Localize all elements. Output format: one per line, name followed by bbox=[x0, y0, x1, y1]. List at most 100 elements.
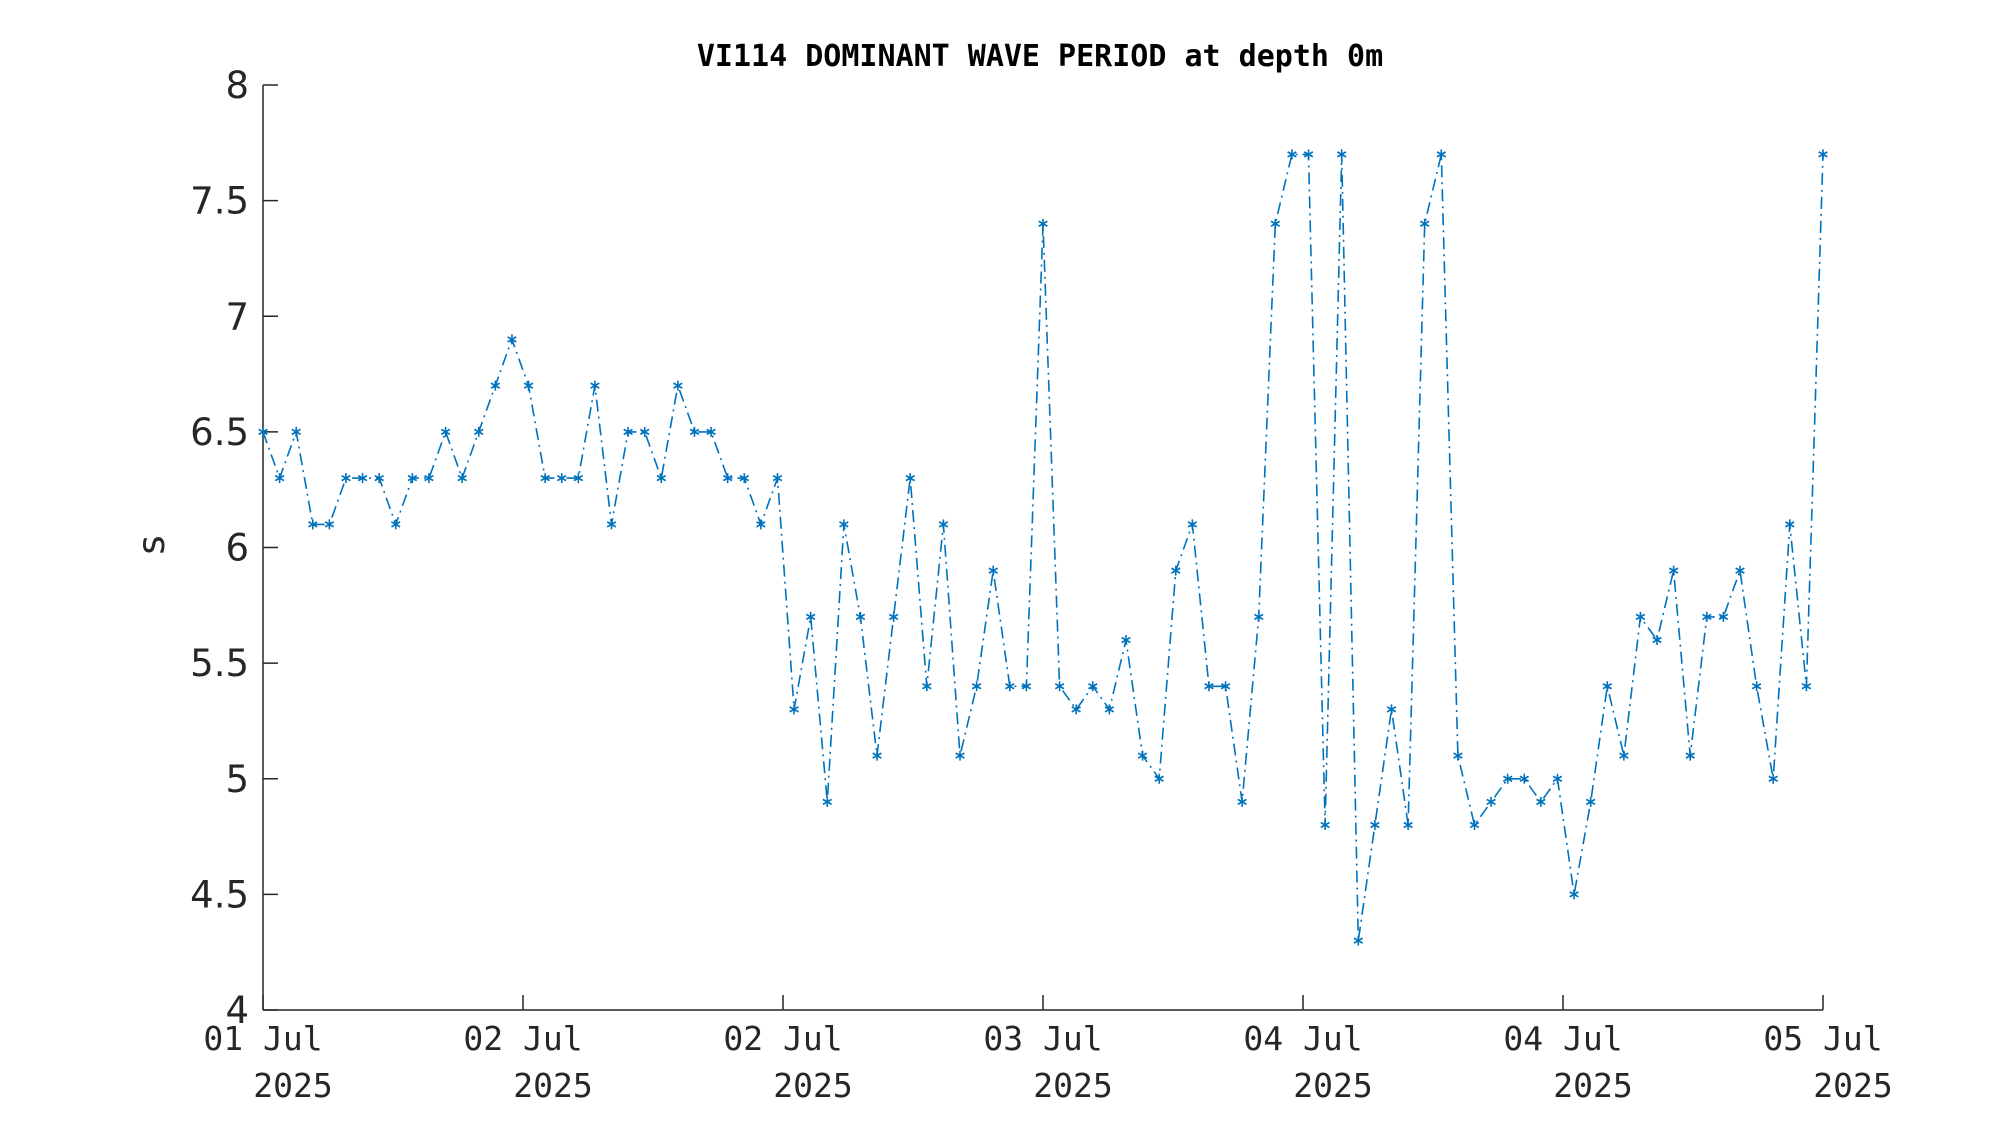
asterisk-stroke bbox=[988, 567, 998, 574]
asterisk-stroke bbox=[706, 428, 716, 436]
data-point-marker bbox=[955, 750, 965, 761]
asterisk-stroke bbox=[1287, 151, 1297, 158]
x-tick-label-day: 02 Jul bbox=[463, 1019, 582, 1058]
y-ticks: 4 4.5 5 5.5 6 6.5 7 7.5 8 bbox=[190, 64, 278, 1032]
asterisk-stroke bbox=[1552, 775, 1563, 782]
asterisk-stroke bbox=[971, 683, 982, 690]
x-tick-label-year: 2025 bbox=[1033, 1066, 1112, 1105]
asterisk-stroke bbox=[341, 474, 351, 482]
chart-title: VI114 DOMINANT WAVE PERIOD at depth 0m bbox=[697, 39, 1383, 74]
asterisk-stroke bbox=[1038, 220, 1048, 227]
data-point-marker bbox=[1137, 750, 1148, 761]
data-point-marker bbox=[1154, 773, 1164, 784]
asterisk-stroke bbox=[1237, 798, 1247, 806]
data-point-marker bbox=[888, 611, 899, 622]
asterisk-stroke bbox=[756, 521, 766, 528]
data-point-marker bbox=[656, 473, 667, 484]
data-point-marker bbox=[540, 473, 550, 484]
data-point-marker bbox=[490, 380, 501, 391]
x-tick-label-year: 2025 bbox=[513, 1066, 592, 1105]
data-point-marker bbox=[1403, 820, 1413, 830]
data-point-marker bbox=[1751, 681, 1762, 692]
asterisk-stroke bbox=[1685, 752, 1695, 759]
x-tick-label-day: 02 Jul bbox=[723, 1019, 842, 1058]
asterisk-stroke bbox=[1386, 706, 1397, 713]
data-point-marker bbox=[374, 473, 384, 484]
data-point-marker bbox=[639, 426, 650, 437]
data-point-marker bbox=[1204, 681, 1214, 692]
asterisk-stroke bbox=[1702, 613, 1712, 621]
data-point-marker bbox=[324, 519, 335, 530]
data-point-marker bbox=[1270, 218, 1281, 229]
x-ticks: 01 Jul 2025 02 Jul 2025 02 Jul 2025 03 Jul 2025… bbox=[203, 995, 1893, 1105]
data-point-marker bbox=[822, 796, 833, 807]
asterisk-stroke bbox=[274, 474, 285, 482]
data-point-marker bbox=[1735, 565, 1745, 576]
data-point-marker bbox=[1121, 635, 1131, 645]
data-point-marker bbox=[1104, 704, 1115, 715]
asterisk-stroke bbox=[573, 474, 584, 482]
asterisk-stroke bbox=[1635, 613, 1646, 621]
asterisk-stroke bbox=[473, 428, 484, 436]
asterisk-stroke bbox=[556, 474, 567, 482]
asterisk-stroke bbox=[1751, 683, 1762, 690]
data-point-marker bbox=[1005, 681, 1015, 692]
data-point-marker bbox=[1071, 704, 1081, 715]
data-point-marker bbox=[341, 473, 351, 484]
data-point-marker bbox=[805, 611, 816, 622]
series-layer bbox=[258, 149, 1828, 946]
asterisk-stroke bbox=[656, 474, 667, 482]
data-point-marker bbox=[1469, 820, 1480, 830]
data-point-marker bbox=[1088, 681, 1098, 692]
data-point-marker bbox=[573, 473, 584, 484]
data-point-marker bbox=[1702, 611, 1712, 622]
y-tick-label: 6.5 bbox=[190, 411, 249, 454]
data-point-marker bbox=[1619, 750, 1629, 761]
data-point-marker bbox=[1353, 935, 1364, 946]
asterisk-stroke bbox=[1502, 775, 1513, 782]
data-point-marker bbox=[1320, 820, 1330, 830]
asterisk-stroke bbox=[1486, 798, 1496, 806]
asterisk-stroke bbox=[839, 521, 849, 528]
data-point-marker bbox=[839, 519, 849, 530]
data-point-marker bbox=[1502, 773, 1513, 784]
asterisk-stroke bbox=[440, 428, 451, 436]
data-point-marker bbox=[855, 611, 866, 622]
data-point-marker bbox=[623, 426, 633, 437]
asterisk-stroke bbox=[1154, 775, 1164, 782]
asterisk-stroke bbox=[1204, 683, 1214, 690]
asterisk-stroke bbox=[1652, 636, 1662, 644]
data-point-marker bbox=[556, 473, 567, 484]
asterisk-stroke bbox=[955, 752, 965, 759]
series-line bbox=[262, 153, 1824, 941]
asterisk-stroke bbox=[1735, 567, 1745, 574]
asterisk-stroke bbox=[1668, 567, 1679, 574]
x-tick-label-year: 2025 bbox=[1293, 1066, 1372, 1105]
data-point-marker bbox=[1171, 565, 1181, 576]
asterisk-stroke bbox=[1137, 752, 1148, 759]
asterisk-stroke bbox=[258, 428, 268, 436]
asterisk-stroke bbox=[1768, 775, 1778, 782]
asterisk-stroke bbox=[1718, 613, 1729, 621]
data-point-marker bbox=[739, 473, 750, 484]
asterisk-stroke bbox=[805, 613, 816, 621]
data-point-marker bbox=[407, 473, 418, 484]
asterisk-stroke bbox=[374, 474, 384, 482]
asterisk-stroke bbox=[324, 521, 335, 528]
data-point-marker bbox=[706, 426, 716, 437]
asterisk-stroke bbox=[1519, 775, 1530, 782]
y-tick-label: 6 bbox=[225, 527, 249, 570]
data-point-marker bbox=[440, 426, 451, 437]
asterisk-stroke bbox=[1005, 683, 1015, 690]
asterisk-stroke bbox=[1071, 706, 1081, 713]
asterisk-stroke bbox=[739, 474, 750, 482]
asterisk-stroke bbox=[1469, 821, 1480, 829]
x-tick-label-year: 2025 bbox=[1813, 1066, 1892, 1105]
data-point-marker bbox=[523, 380, 534, 391]
data-point-marker bbox=[1419, 218, 1430, 229]
data-point-marker bbox=[971, 681, 982, 692]
y-tick-label: 4 bbox=[225, 989, 249, 1032]
asterisk-stroke bbox=[540, 474, 550, 482]
asterisk-stroke bbox=[888, 613, 899, 621]
